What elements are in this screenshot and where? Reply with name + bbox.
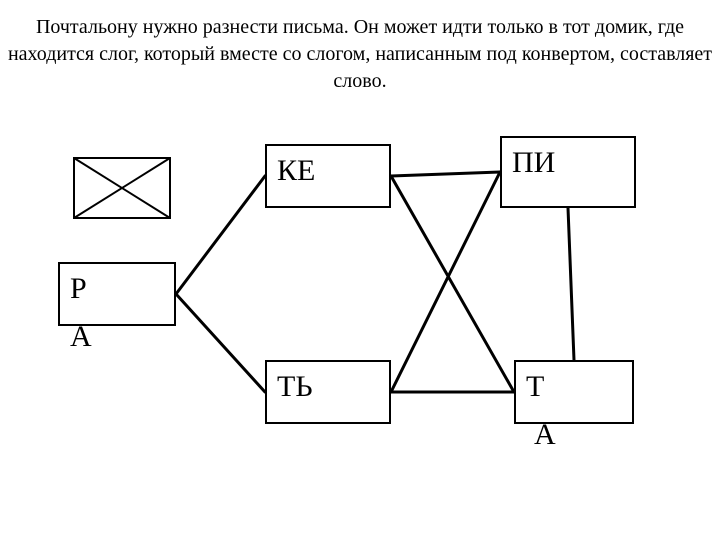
edge-ra-ty [176, 294, 265, 392]
node-ta-below: А [534, 418, 556, 452]
node-ke: КЕ [265, 144, 391, 208]
node-ta-label: Т [526, 370, 544, 404]
node-ke-label: КЕ [277, 154, 315, 188]
node-ra-label: Р [70, 272, 87, 306]
node-pi-label: ПИ [512, 146, 555, 180]
edge-ke-pi [391, 172, 500, 176]
node-ra-below: А [70, 320, 92, 354]
node-pi: ПИ [500, 136, 636, 208]
node-ra: Р [58, 262, 176, 326]
edge-pi-ta [568, 208, 574, 360]
edge-ra-ke [176, 176, 265, 294]
node-ty: ТЬ [265, 360, 391, 424]
node-ta: Т [514, 360, 634, 424]
node-ty-label: ТЬ [277, 370, 313, 404]
envelope-icon [74, 158, 170, 218]
edge-ke-ta [391, 176, 514, 392]
stage: Почтальону нужно разнести письма. Он мож… [0, 0, 720, 540]
